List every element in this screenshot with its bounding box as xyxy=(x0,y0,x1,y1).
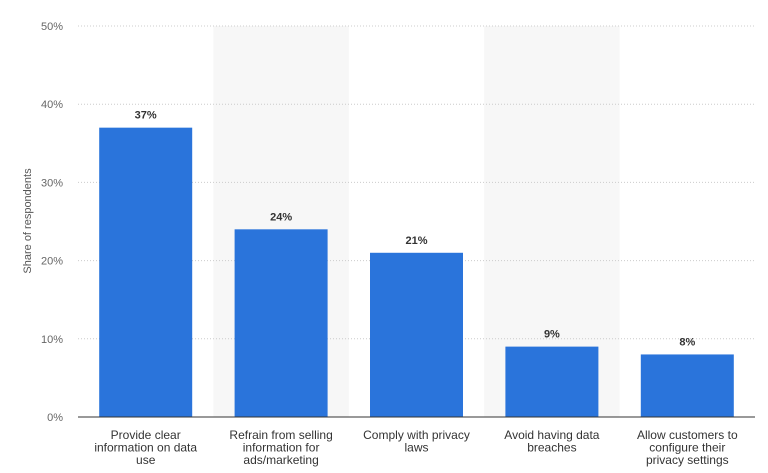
data-labels: 37% 24% 21% 9% 8% xyxy=(135,110,696,349)
y-tick-label: 0% xyxy=(47,412,63,424)
data-label: 37% xyxy=(135,110,157,122)
bars xyxy=(99,127,734,417)
y-axis-ticks: 0% 10% 20% 30% 40% 50% xyxy=(41,21,63,424)
bar xyxy=(640,354,734,417)
y-tick-label: 20% xyxy=(41,256,63,268)
data-label: 8% xyxy=(679,336,695,348)
y-tick-label: 40% xyxy=(41,99,63,111)
y-tick-label: 30% xyxy=(41,177,63,189)
y-axis-label: Share of respondents xyxy=(22,168,34,274)
category-label: Refrain from selling information for ads/m… xyxy=(229,428,332,467)
bar xyxy=(370,252,463,417)
y-tick-label: 10% xyxy=(41,334,63,346)
data-label: 24% xyxy=(270,211,292,223)
bar xyxy=(505,346,599,417)
data-label: 21% xyxy=(405,235,427,247)
category-label: Provide clear information on data use xyxy=(94,428,197,467)
category-label: Allow customers to configure their privacy… xyxy=(637,428,738,467)
category-label: Comply with privacy laws xyxy=(363,428,470,455)
bar xyxy=(234,229,328,417)
data-label: 9% xyxy=(544,329,560,341)
gridlines xyxy=(78,25,755,340)
y-tick-label: 50% xyxy=(41,21,63,33)
bar xyxy=(99,127,193,417)
category-labels: Provide clear information on data use Refra… xyxy=(94,428,738,467)
category-label: Avoid having data breaches xyxy=(504,428,600,455)
